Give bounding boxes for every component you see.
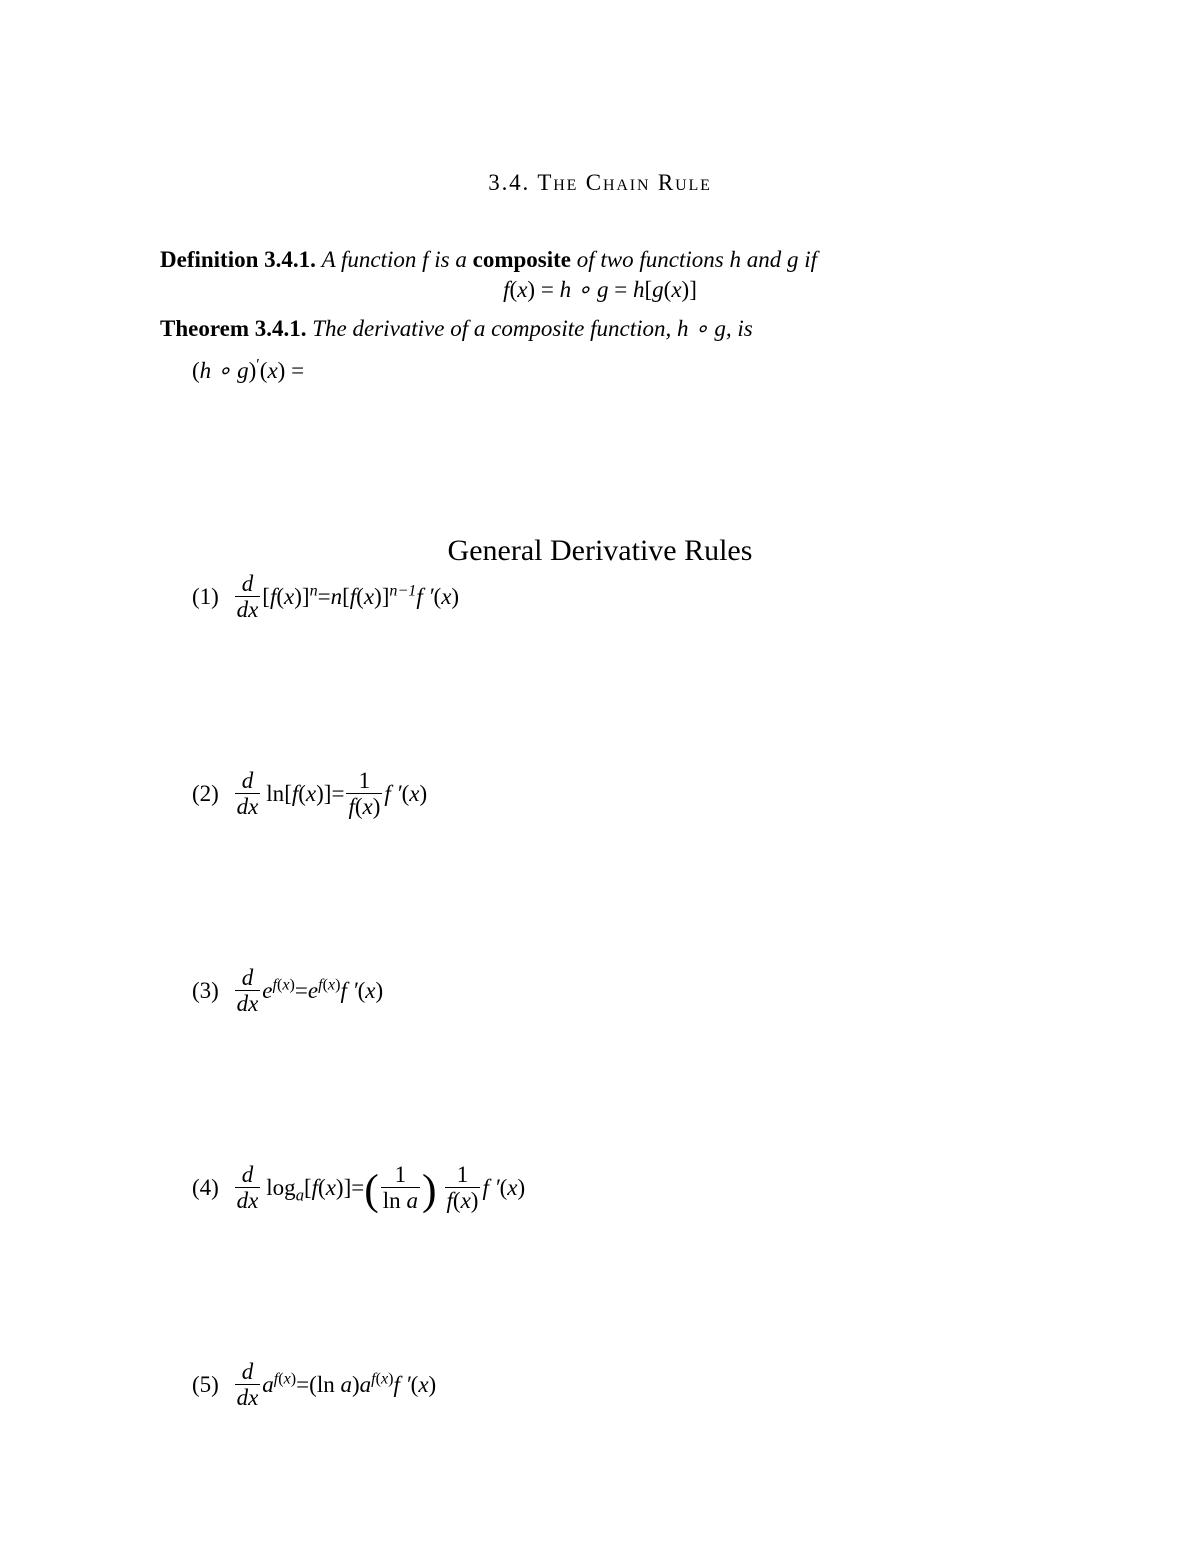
- rule-4-formula: d dx loga[f(x)] = ( 1 ln a ) 1 f(x) f ′(…: [233, 1163, 526, 1212]
- theorem-block: Theorem 3.4.1. The derivative of a compo…: [160, 313, 1040, 344]
- rule-number: (2): [192, 781, 219, 807]
- rule-5-formula: d dx af(x) = (ln a)af(x)f ′(x): [233, 1360, 437, 1409]
- rule-4: (4) d dx loga[f(x)] = ( 1 ln a ) 1 f(x) …: [192, 1163, 1040, 1212]
- page: 3.4. The Chain Rule Definition 3.4.1. A …: [0, 0, 1200, 1553]
- d-dx: d dx: [235, 572, 261, 621]
- rule-3: (3) d dx ef(x) = ef(x)f ′(x): [192, 966, 1040, 1015]
- rule-3-formula: d dx ef(x) = ef(x)f ′(x): [233, 966, 384, 1015]
- d-dx: d dx: [235, 769, 261, 818]
- rule-1: (1) d dx [f(x)]n = n[f(x)]n−1f ′(x): [192, 572, 1040, 621]
- d-dx: d dx: [235, 966, 261, 1015]
- theorem-text: The derivative of a composite function, …: [312, 316, 752, 341]
- rule-number: (5): [192, 1372, 219, 1398]
- rule-2-formula: d dx ln[f(x)] = 1 f(x) f ′(x): [233, 769, 428, 818]
- rule-1-formula: d dx [f(x)]n = n[f(x)]n−1f ′(x): [233, 572, 460, 621]
- definition-equation: f(x) = h ∘ g = h[g(x)]: [160, 277, 1040, 303]
- definition-text-1: A function f is a: [322, 247, 473, 272]
- definition-text-2: of two functions h and g if: [571, 247, 817, 272]
- rule-number: (4): [192, 1175, 219, 1201]
- definition-block: Definition 3.4.1. A function f is a comp…: [160, 244, 1040, 275]
- section-number: 3.4.: [488, 170, 530, 195]
- rule-2: (2) d dx ln[f(x)] = 1 f(x) f ′(x): [192, 769, 1040, 818]
- rule-number: (1): [192, 584, 219, 610]
- rule-5: (5) d dx af(x) = (ln a)af(x)f ′(x): [192, 1360, 1040, 1409]
- theorem-label: Theorem 3.4.1.: [160, 316, 307, 341]
- section-name: The Chain Rule: [537, 170, 711, 195]
- rule-number: (3): [192, 978, 219, 1004]
- d-dx: d dx: [235, 1163, 261, 1212]
- section-title: 3.4. The Chain Rule: [160, 170, 1040, 196]
- theorem-lhs: (h ∘ g)′(x) =: [192, 358, 1040, 384]
- d-dx: d dx: [235, 1360, 261, 1409]
- definition-label: Definition 3.4.1.: [160, 247, 316, 272]
- rules-heading: General Derivative Rules: [160, 534, 1040, 568]
- composite-word: composite: [473, 247, 571, 272]
